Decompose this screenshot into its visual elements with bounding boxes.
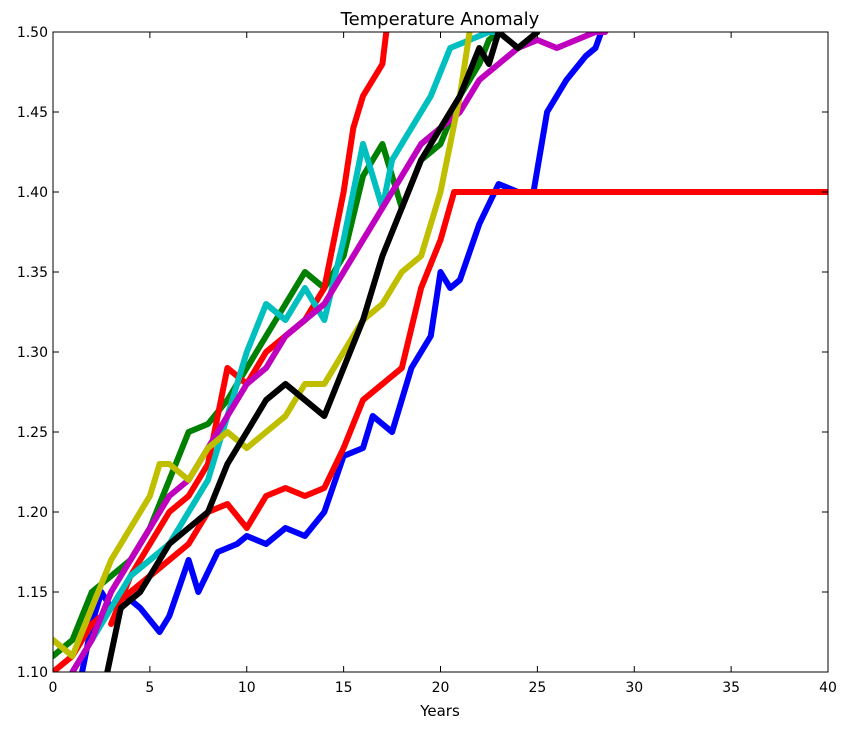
chart-title: Temperature Anomaly — [340, 9, 540, 30]
x-tick-label: 10 — [238, 680, 256, 696]
series-layer — [53, 32, 828, 672]
x-tick-label: 25 — [528, 680, 546, 696]
y-tick-label: 1.50 — [17, 25, 48, 41]
x-tick-label: 5 — [145, 680, 154, 696]
series-line-2 — [53, 189, 828, 672]
x-tick-label: 40 — [819, 680, 837, 696]
series-line-4 — [69, 32, 502, 672]
y-tick-label: 1.10 — [17, 665, 48, 681]
y-tick-label: 1.20 — [17, 505, 48, 521]
x-tick-label: 35 — [722, 680, 740, 696]
series-line-6 — [53, 32, 473, 659]
plot-frame — [52, 31, 829, 673]
x-tick-label: 15 — [335, 680, 353, 696]
x-tick-label: 20 — [432, 680, 450, 696]
ticks-layer: 0 5 10 15 20 25 30 35 40 1.10 1.15 1.20 1.25 1.30 1.35… — [17, 25, 837, 696]
x-tick-label: 30 — [625, 680, 643, 696]
series-line-3 — [108, 32, 390, 627]
y-tick-label: 1.15 — [17, 585, 48, 601]
y-tick-label: 1.40 — [17, 185, 48, 201]
x-axis-label: Years — [419, 702, 460, 720]
y-tick-label: 1.25 — [17, 425, 48, 441]
y-tick-label: 1.30 — [17, 345, 48, 361]
y-tick-label: 1.45 — [17, 105, 48, 121]
series-line-7 — [104, 32, 541, 672]
y-tick-label: 1.35 — [17, 265, 48, 281]
x-tick-label: 0 — [49, 680, 58, 696]
